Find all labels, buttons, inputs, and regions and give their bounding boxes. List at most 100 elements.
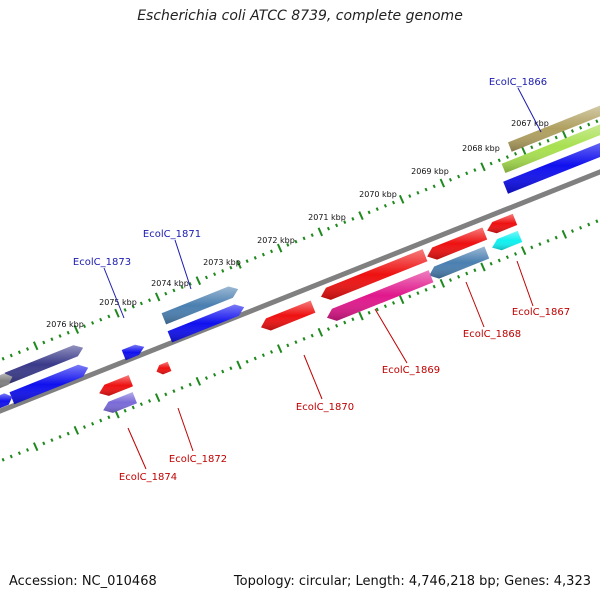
inner-tick-mark [99, 418, 103, 423]
inner-tick-mark [139, 402, 143, 407]
gene-label[interactable]: EcolC_1873 [73, 257, 131, 268]
inner-tick-mark [245, 359, 249, 364]
outer-tick-mark [123, 308, 127, 312]
gene-label-leader [174, 239, 192, 290]
outer-tick-mark [398, 194, 405, 204]
inner-tick-mark [505, 255, 509, 260]
inner-tick-mark [595, 219, 599, 224]
kbp-tick-label: 2073 kbp [203, 258, 241, 267]
outer-tick-mark [432, 184, 436, 189]
outer-tick-mark [530, 145, 534, 150]
gene-label[interactable]: EcolC_1874 [119, 472, 177, 483]
outer-tick-mark [391, 200, 396, 205]
inner-tick-mark [276, 344, 283, 354]
outer-tick-mark [50, 337, 54, 342]
outer-tick-mark [91, 321, 95, 325]
outer-tick-mark [164, 291, 168, 296]
inner-tick-mark [432, 284, 436, 289]
gene-label-leader [303, 354, 323, 400]
accession-text: Accession: NC_010468 [9, 574, 157, 589]
genome-summary-text: Topology: circular; Length: 4,746,218 bp… [233, 574, 591, 589]
inner-tick-mark [317, 327, 324, 337]
kbp-tick-label: 2072 kbp [257, 236, 295, 245]
inner-tick-mark [457, 274, 461, 279]
inner-tick-mark [424, 288, 428, 292]
outer-tick-mark [587, 122, 591, 127]
outer-tick-mark [375, 207, 379, 211]
outer-tick-mark [286, 243, 290, 247]
inner-tick-mark [561, 229, 568, 239]
inner-tick-mark [32, 442, 39, 452]
inner-tick-mark [42, 441, 46, 446]
gene-label[interactable]: EcolC_1871 [143, 229, 201, 240]
outer-tick-mark [473, 168, 477, 172]
inner-tick-mark [465, 271, 469, 276]
gene-arrow-red-small[interactable] [156, 361, 172, 375]
outer-tick-mark [195, 276, 202, 286]
gene-label[interactable]: EcolC_1867 [512, 307, 570, 318]
gene-label-leader [516, 260, 534, 307]
inner-tick-mark [17, 451, 21, 456]
inner-tick-mark [236, 360, 242, 370]
inner-tick-mark [188, 382, 192, 387]
outer-tick-mark [546, 138, 550, 143]
gene-label[interactable]: EcolC_1869 [382, 365, 440, 376]
inner-tick-mark [416, 291, 420, 295]
inner-tick-mark [9, 454, 13, 459]
inner-tick-mark [546, 239, 550, 243]
inner-tick-mark [570, 229, 575, 233]
gene-label-leader [177, 407, 194, 452]
inner-tick-mark [480, 262, 486, 272]
inner-tick-mark [391, 301, 396, 305]
inner-tick-mark [375, 307, 379, 312]
outer-tick-mark [448, 177, 453, 182]
outer-tick-mark [317, 227, 324, 237]
kbp-tick-label: 2074 kbp [151, 279, 189, 288]
outer-tick-mark [595, 119, 599, 124]
inner-tick-mark [221, 369, 225, 374]
inner-tick-mark [58, 435, 62, 439]
outer-tick-mark [465, 171, 469, 176]
outer-tick-mark [497, 158, 501, 163]
outer-tick-mark [172, 288, 176, 293]
inner-tick-mark [448, 278, 453, 282]
inner-tick-mark [367, 310, 371, 315]
inner-tick-mark [180, 386, 184, 390]
inner-tick-mark [154, 393, 161, 403]
outer-tick-mark [408, 194, 412, 198]
inner-tick-mark [302, 337, 306, 341]
inner-tick-mark [253, 356, 257, 361]
inner-tick-mark [131, 405, 135, 410]
inner-tick-mark [294, 340, 298, 344]
outer-tick-mark [326, 226, 331, 231]
outer-tick-mark [261, 252, 265, 257]
inner-tick-mark [25, 448, 30, 452]
outer-tick-mark [520, 146, 527, 155]
gene-label[interactable]: EcolC_1868 [463, 329, 521, 340]
inner-tick-mark [213, 372, 217, 377]
gene-label-leader [127, 427, 147, 470]
gene-arrow-cyan[interactable] [492, 230, 523, 251]
gene-label[interactable]: EcolC_1870 [296, 402, 354, 413]
outer-tick-mark [367, 210, 371, 215]
inner-tick-mark [73, 425, 80, 435]
outer-tick-mark [513, 151, 518, 156]
gene-label[interactable]: EcolC_1866 [489, 77, 547, 88]
outer-tick-mark [253, 256, 257, 260]
outer-tick-mark [561, 129, 568, 139]
inner-tick-mark [82, 425, 87, 429]
gene-arrow-red[interactable] [99, 375, 133, 396]
inner-tick-mark [172, 389, 176, 393]
inner-tick-mark [497, 258, 501, 263]
inner-tick-mark [439, 278, 446, 288]
gene-labels: EcolC_1866 EcolC_1871 EcolC_1873 EcolC_1867… [73, 77, 570, 483]
outer-tick-mark [358, 211, 364, 221]
inner-tick-mark [579, 225, 583, 230]
outer-tick-mark [17, 350, 21, 355]
outer-tick-mark [570, 129, 575, 133]
kbp-tick-label: 2067 kbp [511, 119, 549, 128]
outer-tick-mark [554, 135, 558, 140]
inner-tick-mark [261, 353, 265, 358]
gene-label[interactable]: EcolC_1872 [169, 454, 227, 465]
